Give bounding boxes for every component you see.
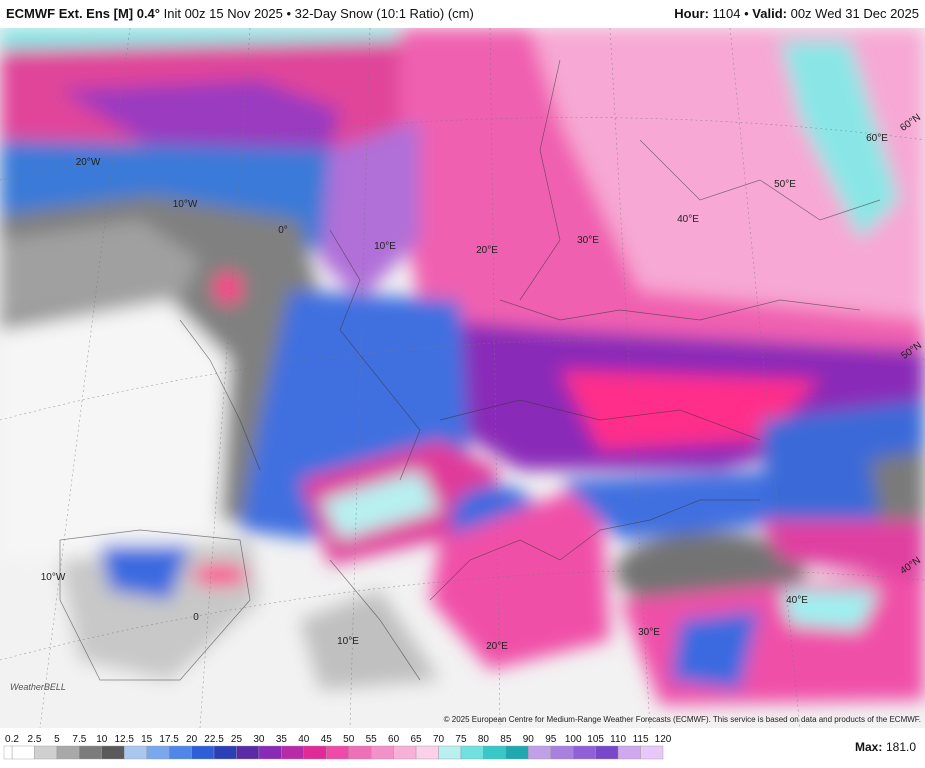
colorbar-tick: 85 bbox=[500, 734, 512, 745]
colorbar-tick: 7.5 bbox=[72, 734, 86, 745]
colorbar: 0.2 2.5 5 7.5 10 12.5 15 17.5 20 22.5 25 30 35 40 45 50… bbox=[0, 729, 925, 768]
colorbar-tick: 10 bbox=[96, 734, 108, 745]
grid-label: 0 bbox=[193, 612, 199, 623]
colorbar-tick: 80 bbox=[478, 734, 490, 745]
colorbar-swatch bbox=[617, 745, 641, 760]
grid-label: 10°W bbox=[41, 572, 66, 583]
colorbar-swatch bbox=[370, 745, 394, 760]
colorbar-tick: 110 bbox=[610, 734, 626, 745]
grid-label: 40°E bbox=[677, 214, 699, 225]
colorbar-swatch bbox=[3, 745, 13, 760]
colorbar-tick: 65 bbox=[411, 734, 423, 745]
hour-label: Hour: bbox=[674, 6, 709, 21]
colorbar-tick: 70 bbox=[433, 734, 445, 745]
colorbar-tick: 20 bbox=[186, 734, 198, 745]
colorbar-swatch bbox=[415, 745, 439, 760]
colorbar-swatch bbox=[213, 745, 237, 760]
colorbar-swatch bbox=[550, 745, 574, 760]
grid-label: 10°W bbox=[173, 199, 198, 210]
colorbar-tick: 60 bbox=[388, 734, 400, 745]
colorbar-swatch bbox=[528, 745, 551, 760]
colorbar-tick: 25 bbox=[231, 734, 243, 745]
colorbar-swatch bbox=[393, 745, 417, 760]
grid-label: 40°E bbox=[786, 595, 808, 606]
copyright: © 2025 European Centre for Medium-Range … bbox=[444, 715, 921, 724]
grid-label: 50°E bbox=[774, 179, 796, 190]
colorbar-tick: 100 bbox=[565, 734, 582, 745]
colorbar-swatch bbox=[191, 745, 215, 760]
colorbar-swatch bbox=[460, 745, 484, 760]
colorbar-swatch bbox=[124, 745, 147, 760]
grid-label: 20°W bbox=[76, 157, 101, 168]
colorbar-swatch bbox=[505, 745, 529, 760]
colorbar-swatch bbox=[438, 745, 462, 760]
max-label: Max: bbox=[855, 740, 882, 754]
grid-label: 30°E bbox=[638, 627, 660, 638]
snow-field bbox=[0, 28, 925, 728]
colorbar-tick: 90 bbox=[523, 734, 535, 745]
colorbar-swatch bbox=[236, 745, 260, 760]
colorbar-tick: 50 bbox=[343, 734, 355, 745]
colorbar-tick: 5 bbox=[54, 734, 60, 745]
colorbar-swatch bbox=[640, 745, 664, 760]
product: Init 00z 15 Nov 2025 • 32-Day Snow (10:1… bbox=[163, 6, 474, 21]
colorbar-tick: 75 bbox=[455, 734, 467, 745]
valid: 00z Wed 31 Dec 2025 bbox=[790, 6, 919, 21]
colorbar-tick: 0.2 bbox=[5, 734, 19, 745]
colorbar-swatch bbox=[303, 745, 327, 760]
colorbar-swatch bbox=[11, 745, 35, 760]
colorbar-tick: 17.5 bbox=[159, 734, 179, 745]
colorbar-tick: 95 bbox=[545, 734, 557, 745]
grid-label: 60°E bbox=[866, 133, 888, 144]
grid-label: 0° bbox=[278, 225, 288, 236]
colorbar-swatch bbox=[79, 745, 102, 760]
colorbar-swatch bbox=[101, 745, 125, 760]
colorbar-swatch bbox=[34, 745, 58, 760]
header-right: Hour: 1104 • Valid: 00z Wed 31 Dec 2025 bbox=[674, 6, 919, 21]
header: ECMWF Ext. Ens [M] 0.4° Init 00z 15 Nov … bbox=[0, 0, 925, 28]
grid-label: 10°E bbox=[374, 241, 396, 252]
grid-label: 10°E bbox=[337, 636, 359, 647]
colorbar-swatch bbox=[258, 745, 282, 760]
model: ECMWF Ext. Ens [M] 0.4° bbox=[6, 6, 160, 21]
colorbar-tick: 12.5 bbox=[115, 734, 135, 745]
colorbar-swatch bbox=[573, 745, 596, 760]
max-value: 181.0 bbox=[886, 740, 916, 754]
colorbar-tick: 105 bbox=[587, 734, 604, 745]
colorbar-swatch bbox=[483, 745, 507, 760]
colorbar-tick: 115 bbox=[633, 734, 649, 745]
colorbar-tick: 2.5 bbox=[27, 734, 41, 745]
colorbar-tick: 40 bbox=[298, 734, 310, 745]
colorbar-tick: 55 bbox=[366, 734, 378, 745]
hour: 1104 • bbox=[712, 6, 749, 21]
colorbar-swatch bbox=[348, 745, 372, 760]
colorbar-tick: 30 bbox=[253, 734, 265, 745]
colorbar-swatch bbox=[146, 745, 170, 760]
logo: WeatherBELL bbox=[10, 682, 66, 692]
colorbar-swatch bbox=[56, 745, 80, 760]
colorbar-tick: 15 bbox=[141, 734, 153, 745]
colorbar-tick: 22.5 bbox=[204, 734, 224, 745]
colorbar-tick: 45 bbox=[321, 734, 333, 745]
header-left: ECMWF Ext. Ens [M] 0.4° Init 00z 15 Nov … bbox=[6, 6, 474, 21]
colorbar-tick: 120 bbox=[655, 734, 672, 745]
colorbar-swatch bbox=[595, 745, 619, 760]
valid-label: Valid: bbox=[752, 6, 787, 21]
colorbar-swatch bbox=[326, 745, 349, 760]
colorbar-swatch bbox=[168, 745, 192, 760]
grid-label: 30°E bbox=[577, 235, 599, 246]
grid-label: 20°E bbox=[486, 641, 508, 652]
colorbar-swatch bbox=[281, 745, 305, 760]
grid-label: 20°E bbox=[476, 245, 498, 256]
colorbar-tick: 35 bbox=[276, 734, 288, 745]
